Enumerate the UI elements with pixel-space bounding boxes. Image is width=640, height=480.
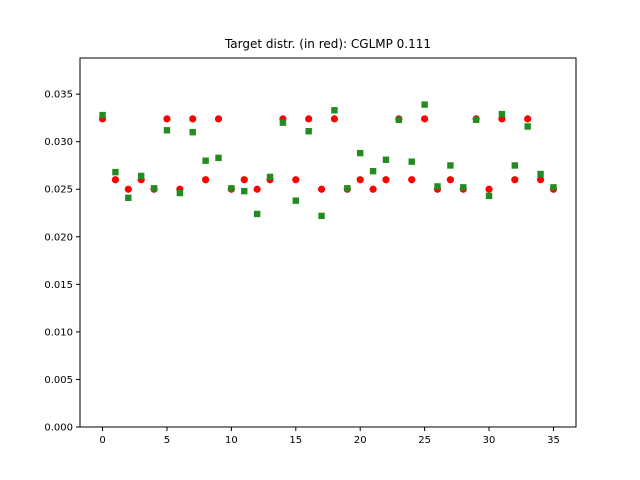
- chart-title: Target distr. (in red): CGLMP 0.111: [224, 37, 431, 51]
- data-point-green: [382, 156, 390, 163]
- data-point-red: [240, 176, 248, 184]
- data-point-green: [279, 119, 287, 126]
- data-point-green: [550, 184, 557, 191]
- x-tick-label: 5: [164, 435, 170, 446]
- data-point-green: [357, 149, 364, 157]
- y-tick-label: 0.035: [44, 90, 73, 101]
- y-tick-label: 0.010: [44, 327, 73, 338]
- data-point-green: [421, 101, 428, 108]
- data-point-red: [163, 115, 171, 123]
- x-tick-label: 35: [547, 435, 560, 446]
- plot-frame: [79, 57, 577, 428]
- data-point-green: [344, 185, 351, 192]
- y-tick-label: 0.005: [44, 375, 73, 386]
- data-point-green: [176, 189, 184, 197]
- data-point-green: [99, 111, 106, 119]
- data-point-green: [460, 184, 467, 191]
- data-point-green: [150, 185, 158, 192]
- data-point-red: [421, 115, 429, 123]
- x-tick-label: 0: [99, 435, 105, 446]
- data-point-red: [446, 176, 454, 184]
- data-point-green: [511, 162, 519, 169]
- y-tick-label: 0.015: [44, 280, 73, 291]
- data-point-red: [536, 176, 545, 184]
- data-point-green: [266, 173, 274, 181]
- x-tick-label: 25: [418, 435, 431, 446]
- x-tick-label: 20: [354, 435, 367, 446]
- data-point-green: [537, 170, 544, 178]
- y-tick-label: 0.000: [44, 423, 73, 434]
- data-point-green: [472, 116, 480, 124]
- data-point-green: [215, 154, 222, 162]
- data-point-green: [241, 187, 248, 195]
- data-point-green: [189, 128, 196, 136]
- data-point-green: [318, 212, 325, 220]
- data-point-red: [292, 176, 300, 184]
- data-point-red: [382, 176, 390, 184]
- data-point-red: [511, 176, 519, 184]
- data-point-red: [124, 185, 132, 193]
- data-point-red: [485, 185, 493, 193]
- data-point-green: [202, 157, 209, 164]
- data-point-red: [369, 185, 377, 193]
- data-point-red: [317, 185, 326, 193]
- data-point-green: [253, 210, 261, 218]
- data-point-green: [228, 185, 235, 192]
- data-point-red: [356, 176, 364, 184]
- plot-area: 0 5 10 15 20 25 30 35 0.000 0.005 0.010 0.015 0.020 0…: [44, 57, 577, 446]
- data-point-red: [305, 115, 313, 123]
- x-tick-label: 15: [289, 435, 302, 446]
- data-point-green: [408, 158, 415, 165]
- data-point-green: [125, 194, 132, 202]
- data-point-red: [524, 115, 532, 123]
- data-point-green: [369, 167, 377, 175]
- data-point-red: [330, 115, 339, 123]
- x-tick-label: 10: [225, 435, 238, 446]
- data-point-red: [408, 176, 416, 184]
- y-tick-label: 0.020: [44, 232, 73, 243]
- data-point-green: [331, 107, 338, 114]
- data-point-red: [253, 185, 261, 193]
- data-point-green: [447, 162, 454, 169]
- data-point-green: [305, 128, 312, 135]
- data-point-red: [214, 115, 223, 123]
- y-tick-label: 0.025: [44, 185, 73, 196]
- data-point-green: [395, 116, 403, 124]
- data-point-green: [498, 110, 506, 118]
- data-point-green: [112, 168, 119, 176]
- data-point-green: [292, 197, 299, 204]
- x-tick-label: 30: [483, 435, 496, 446]
- data-point-red: [111, 176, 120, 184]
- data-point-green: [485, 192, 493, 200]
- data-point-green: [434, 183, 441, 190]
- y-tick-label: 0.030: [44, 137, 73, 148]
- data-point-green: [137, 172, 145, 180]
- data-point-green: [524, 123, 531, 130]
- data-point-red: [189, 115, 197, 123]
- data-point-red: [202, 176, 210, 184]
- data-point-green: [163, 127, 171, 134]
